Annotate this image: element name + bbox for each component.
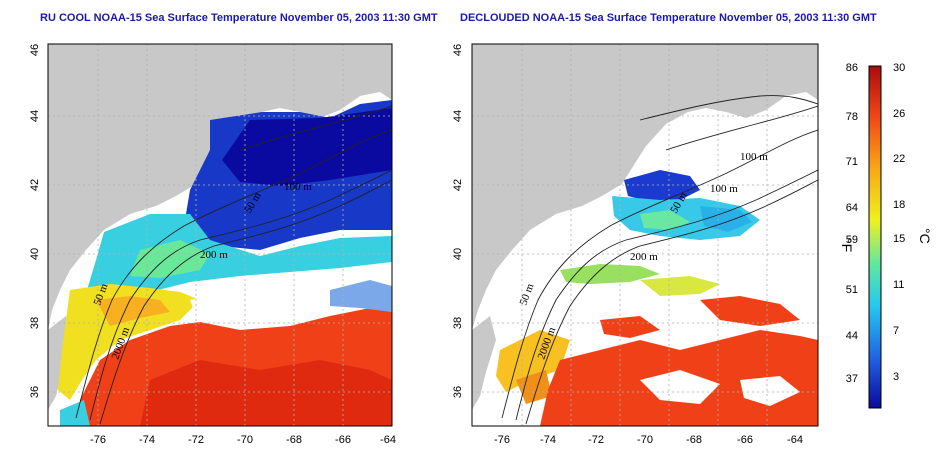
- right-map: [472, 44, 818, 426]
- svg-text:42: 42: [29, 179, 41, 191]
- svg-text:-76: -76: [494, 434, 510, 446]
- svg-text:42: 42: [452, 179, 464, 191]
- right-x-ticks: -76 -74 -72 -70 -68 -66 -64: [494, 434, 803, 446]
- svg-text:44: 44: [846, 330, 858, 342]
- colorbar-celsius-ticks: 30 26 22 18 15 11 7 3: [893, 62, 905, 383]
- svg-text:-66: -66: [335, 434, 351, 446]
- svg-text:38: 38: [29, 317, 41, 329]
- contour-label-100m-b: 100 m: [710, 183, 738, 195]
- svg-text:71: 71: [846, 156, 858, 168]
- left-map-frame: [47, 43, 393, 427]
- svg-text:46: 46: [452, 44, 464, 56]
- contour-label-100m: 100 m: [284, 181, 312, 193]
- svg-text:30: 30: [893, 62, 905, 74]
- left-map: [48, 44, 392, 426]
- svg-text:3: 3: [893, 371, 899, 383]
- svg-text:-72: -72: [588, 434, 604, 446]
- celsius-unit-label: °C: [917, 228, 933, 244]
- svg-text:64: 64: [846, 202, 858, 214]
- svg-text:-66: -66: [737, 434, 753, 446]
- svg-text:11: 11: [893, 279, 904, 291]
- svg-text:-72: -72: [188, 434, 204, 446]
- svg-text:-74: -74: [540, 434, 556, 446]
- svg-text:-68: -68: [286, 434, 302, 446]
- svg-text:-64: -64: [787, 434, 803, 446]
- contour-label-200m: 200 m: [200, 249, 228, 261]
- svg-text:-64: -64: [380, 434, 396, 446]
- svg-text:36: 36: [452, 386, 464, 398]
- svg-text:37: 37: [846, 373, 858, 385]
- svg-text:78: 78: [846, 111, 858, 123]
- svg-text:-70: -70: [637, 434, 653, 446]
- colorbar-fahrenheit-ticks: 86 78 71 64 59 51 44 37: [846, 62, 858, 385]
- svg-text:-68: -68: [686, 434, 702, 446]
- svg-text:-76: -76: [90, 434, 106, 446]
- fahrenheit-unit-label: °F: [839, 238, 855, 252]
- svg-text:15: 15: [893, 233, 905, 245]
- svg-text:44: 44: [29, 110, 41, 122]
- svg-text:40: 40: [29, 248, 41, 260]
- left-x-ticks: -76 -74 -72 -70 -68 -66 -64: [90, 434, 396, 446]
- right-land-mass: [472, 44, 818, 330]
- svg-text:7: 7: [893, 325, 899, 337]
- colorbar: 86 78 71 64 59 51 44 37 30 26 22 18 15 1…: [839, 62, 933, 409]
- svg-text:46: 46: [29, 44, 41, 56]
- svg-text:36: 36: [29, 386, 41, 398]
- svg-text:18: 18: [893, 199, 905, 211]
- svg-text:38: 38: [452, 317, 464, 329]
- right-map-frame: [471, 43, 819, 427]
- svg-text:26: 26: [893, 108, 905, 120]
- right-y-ticks: 46 44 42 40 38 36: [452, 44, 464, 398]
- svg-text:59: 59: [846, 234, 858, 246]
- left-panel-title: RU COOL NOAA-15 Sea Surface Temperature …: [40, 12, 438, 24]
- right-panel-title: DECLOUDED NOAA-15 Sea Surface Temperatur…: [460, 12, 877, 24]
- svg-text:-70: -70: [237, 434, 253, 446]
- left-y-ticks: 46 44 42 40 38 36: [29, 44, 41, 398]
- svg-text:51: 51: [846, 284, 858, 296]
- svg-text:40: 40: [452, 248, 464, 260]
- contour-label-100m-a: 100 m: [740, 151, 768, 163]
- svg-text:22: 22: [893, 153, 905, 165]
- colorbar-gradient: [868, 65, 882, 409]
- svg-text:44: 44: [452, 110, 464, 122]
- left-land-mass: [48, 44, 392, 330]
- contour-label-200m: 200 m: [630, 251, 658, 263]
- svg-text:86: 86: [846, 62, 858, 74]
- svg-text:-74: -74: [139, 434, 155, 446]
